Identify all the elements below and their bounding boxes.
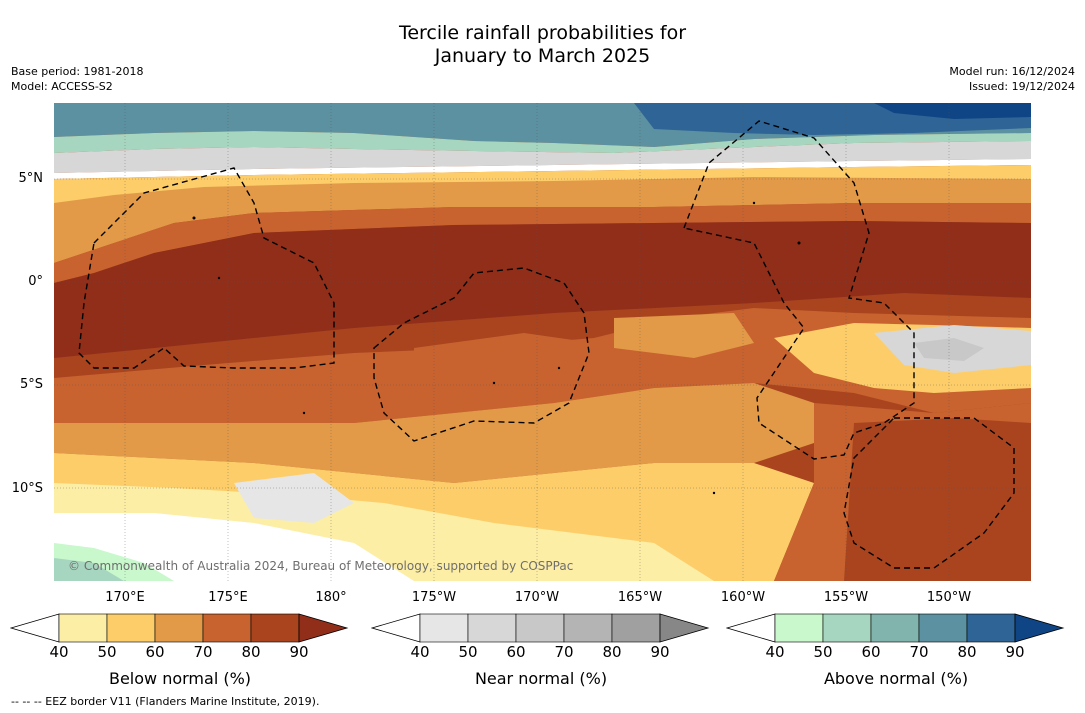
above-colorbar-segment bbox=[822, 613, 872, 643]
above-colorbar-tick: 80 bbox=[957, 643, 977, 661]
map-title-line2: January to March 2025 bbox=[434, 45, 651, 67]
lon-label-175w: 175°W bbox=[411, 590, 457, 605]
near-colorbar-segment bbox=[611, 613, 661, 643]
above-colorbar-segment bbox=[774, 613, 824, 643]
colorbar-title-below: Below normal (%) bbox=[108, 669, 252, 688]
below-colorbar-tick: 40 bbox=[49, 643, 69, 661]
lon-label-175e: 175°E bbox=[208, 590, 248, 605]
eez-border-note: -- -- -- EEZ border V11 (Flanders Marine… bbox=[11, 695, 320, 708]
above-colorbar-tick: 60 bbox=[861, 643, 881, 661]
below-colorbar-tick: 90 bbox=[289, 643, 309, 661]
below-colorbar-tick: 60 bbox=[145, 643, 165, 661]
above-colorbar-tick: 70 bbox=[909, 643, 929, 661]
colorbar-title-above: Above normal (%) bbox=[823, 669, 969, 688]
issued-date: Issued: 19/12/2024 bbox=[968, 80, 1075, 93]
below-colorbar-extend-low bbox=[10, 613, 60, 643]
near-colorbar-tick: 60 bbox=[506, 643, 526, 661]
near-colorbar-segment bbox=[419, 613, 469, 643]
below-colorbar-segment bbox=[106, 613, 156, 643]
near-colorbar-tick: 70 bbox=[554, 643, 574, 661]
map-title-line1: Tercile rainfall probabilities for bbox=[398, 22, 687, 44]
lon-label-170w: 170°W bbox=[514, 590, 560, 605]
above-colorbar-extend-low bbox=[726, 613, 776, 643]
above-colorbar-tick: 50 bbox=[813, 643, 833, 661]
below-colorbar-tick: 80 bbox=[241, 643, 261, 661]
rainfall-probability-map: © Commonwealth of Australia 2024, Bureau… bbox=[54, 103, 1031, 581]
lat-label-10s: 10°S bbox=[11, 481, 43, 496]
near-colorbar-extend-low bbox=[371, 613, 421, 643]
near-colorbar-extend-high bbox=[659, 613, 710, 643]
lon-label-180: 180° bbox=[315, 590, 347, 605]
above-colorbar-tick: 90 bbox=[1005, 643, 1025, 661]
below-colorbar-segment bbox=[202, 613, 252, 643]
lon-label-150w: 150°W bbox=[926, 590, 972, 605]
lon-label-170e: 170°E bbox=[105, 590, 145, 605]
near-colorbar-segment bbox=[467, 613, 517, 643]
copyright-notice: © Commonwealth of Australia 2024, Bureau… bbox=[68, 559, 574, 573]
below-colorbar-tick: 70 bbox=[193, 643, 213, 661]
lon-label-165w: 165°W bbox=[617, 590, 663, 605]
near-colorbar-tick: 40 bbox=[410, 643, 430, 661]
lon-label-155w: 155°W bbox=[823, 590, 869, 605]
lat-label-5n: 5°N bbox=[18, 171, 44, 186]
lon-label-160w: 160°W bbox=[720, 590, 766, 605]
colorbar-title-near: Near normal (%) bbox=[474, 669, 608, 688]
eez-borders bbox=[78, 120, 1015, 569]
near-colorbar-tick: 90 bbox=[650, 643, 670, 661]
colorbar-above-normal bbox=[726, 613, 1065, 643]
below-colorbar-extend-high bbox=[298, 613, 349, 643]
below-colorbar-segment bbox=[154, 613, 204, 643]
above-colorbar-tick: 40 bbox=[765, 643, 785, 661]
below-colorbar-tick: 50 bbox=[97, 643, 117, 661]
below-colorbar-segment bbox=[58, 613, 108, 643]
below-colorbar-segment bbox=[250, 613, 300, 643]
above-colorbar-segment bbox=[966, 613, 1016, 643]
colorbar-below-normal bbox=[10, 613, 349, 643]
lat-label-5s: 5°S bbox=[19, 377, 43, 392]
above-colorbar-extend-high bbox=[1014, 613, 1065, 643]
lat-label-0: 0° bbox=[28, 274, 43, 289]
near-colorbar-segment bbox=[515, 613, 565, 643]
above-colorbar-segment bbox=[870, 613, 920, 643]
near-colorbar-tick: 80 bbox=[602, 643, 622, 661]
model-name: Model: ACCESS-S2 bbox=[11, 80, 113, 93]
near-colorbar-tick: 50 bbox=[458, 643, 478, 661]
model-run-date: Model run: 16/12/2024 bbox=[949, 65, 1075, 78]
base-period: Base period: 1981-2018 bbox=[11, 65, 144, 78]
colorbar-near-normal bbox=[371, 613, 710, 643]
above-colorbar-segment bbox=[918, 613, 968, 643]
near-colorbar-segment bbox=[563, 613, 613, 643]
